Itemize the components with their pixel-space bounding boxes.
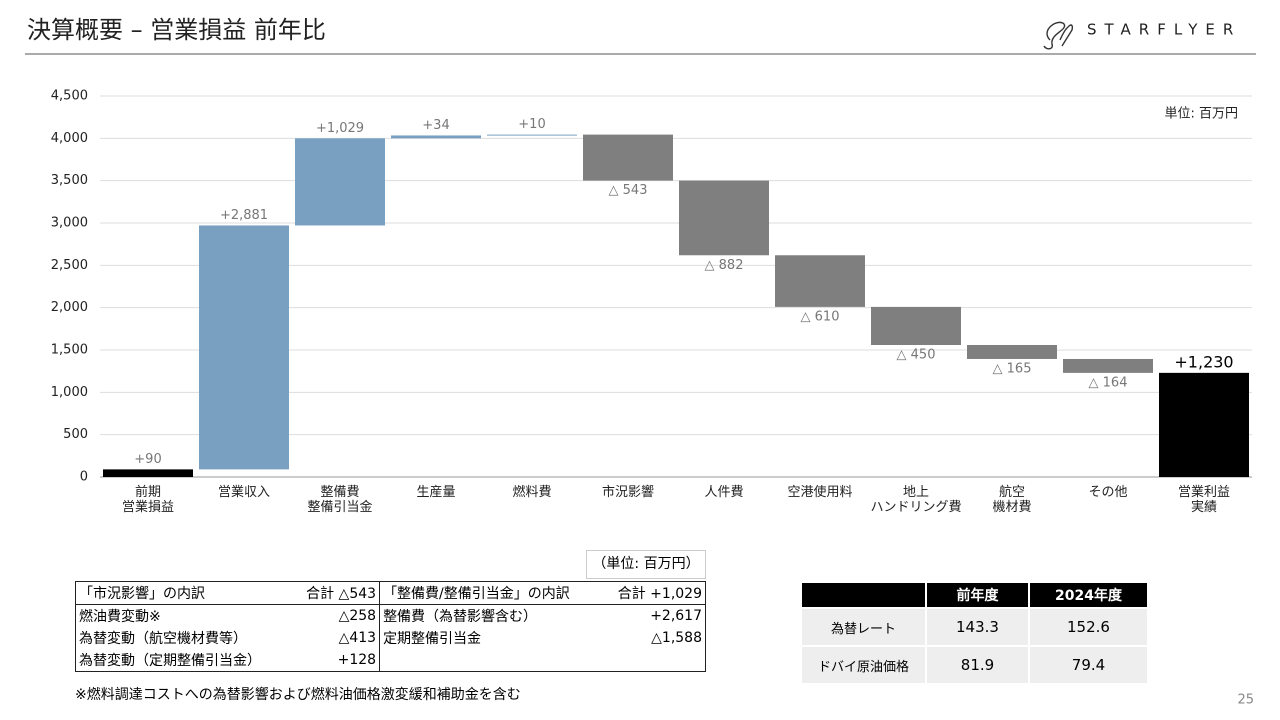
table-cell: 「整備費/整備引当金」の内訳 (379, 581, 602, 605)
x-tick-label: その他 (1088, 485, 1128, 500)
y-tick-label: 3,500 (51, 173, 88, 188)
bar (1159, 372, 1249, 477)
y-tick-label: 4,500 (51, 89, 88, 104)
table-cell (802, 583, 925, 607)
table-row: 燃油費変動※ △258 整備費（為替影響含む） +2,617 (76, 604, 706, 627)
value-label: +90 (134, 452, 161, 467)
unit-label: 単位: 百万円 (1164, 106, 1238, 122)
table-cell: +128 (291, 649, 381, 672)
y-tick-label: 2,000 (51, 300, 88, 315)
table-cell: △413 (291, 627, 381, 649)
table-row-label: ドバイ原油価格 (802, 647, 925, 683)
y-tick-label: 1,000 (51, 385, 88, 400)
bar (391, 135, 481, 139)
bar (967, 345, 1057, 359)
bar (103, 469, 193, 477)
value-label: +1,230 (1174, 352, 1233, 371)
value-label: △ 164 (1089, 375, 1128, 390)
x-tick-label: 営業収入 (217, 485, 270, 500)
value-label: △ 165 (993, 361, 1032, 376)
table-cell: 整備費（為替影響含む） (383, 609, 538, 625)
bar (295, 138, 385, 226)
table-cell: 152.6 (1030, 609, 1147, 645)
table-cell: 為替変動（定期整備引当金） (79, 653, 261, 669)
table-row: 「市況影響」の内訳 合計 △543 「整備費/整備引当金」の内訳 合計 +1,029 (75, 581, 706, 605)
breakdown-table: 「市況影響」の内訳 合計 △543 「整備費/整備引当金」の内訳 合計 +1,029 燃… (75, 581, 706, 672)
bar (583, 134, 673, 181)
x-tick-label: 空港使用料 (787, 485, 853, 500)
table-header-cell: 2024年度 (1030, 583, 1147, 607)
value-label: △ 882 (705, 258, 744, 273)
value-label: △ 450 (897, 348, 936, 363)
table-cell: +2,617 (650, 608, 702, 624)
slide-title: 決算概要 – 営業損益 前年比 (27, 16, 326, 44)
table-row: ドバイ原油価格 81.9 79.4 (802, 647, 1147, 683)
table-unit: （単位: 百万円） (586, 550, 706, 579)
table-cell: 燃油費変動※ (79, 609, 161, 625)
value-label: +2,881 (220, 208, 268, 223)
value-label: △ 610 (801, 309, 840, 324)
table-cell: 合計 △543 (291, 581, 381, 605)
table-cell: 「市況影響」の内訳 (75, 581, 292, 605)
y-tick-label: 4,000 (51, 131, 88, 146)
table-cell (380, 649, 602, 672)
table-cell: 81.9 (927, 647, 1028, 683)
x-tick-label: 前期 営業損益 (121, 485, 174, 515)
x-tick-label: 生産量 (416, 485, 456, 500)
y-tick-label: 3,000 (51, 216, 88, 231)
bar (871, 306, 961, 346)
table-header-cell: 前年度 (927, 583, 1028, 607)
table-row: 為替変動（航空機材費等） △413 定期整備引当金 △1,588 (76, 627, 706, 649)
bar (1063, 358, 1153, 373)
value-label: +1,029 (316, 121, 364, 136)
table-cell: 合計 +1,029 (601, 581, 706, 605)
table-cell: 為替変動（航空機材費等） (79, 631, 247, 647)
table-cell: △258 (291, 604, 381, 627)
table-cell: △1,588 (651, 630, 702, 646)
value-label: △ 543 (609, 183, 648, 198)
bar (487, 134, 577, 136)
table-header-row: 前年度 2024年度 (802, 583, 1147, 607)
x-tick-label: 市況影響 (601, 485, 654, 500)
y-tick-label: 1,500 (51, 343, 88, 358)
rate-table: 前年度 2024年度 為替レート 143.3 152.6 ドバイ原油価格 81.9 79.4 (800, 581, 1149, 685)
x-tick-label: 人件費 (704, 485, 744, 500)
y-tick-label: 500 (63, 427, 88, 442)
table-row-label: 為替レート (802, 609, 925, 645)
logo-mark (1043, 21, 1074, 50)
y-tick-label: 2,500 (51, 258, 88, 273)
table-cell: 143.3 (927, 609, 1028, 645)
value-label: +10 (518, 117, 545, 132)
value-label: +34 (422, 118, 449, 133)
table-row: 為替変動（定期整備引当金） +128 (76, 649, 706, 672)
x-tick-label: 燃料費 (512, 485, 552, 500)
bar (679, 180, 769, 256)
x-tick-label: 整備費 整備引当金 (307, 485, 373, 515)
y-tick-label: 0 (80, 470, 88, 485)
x-tick-label: 営業利益 実績 (1177, 485, 1230, 515)
table-cell (601, 649, 705, 672)
x-tick-label: 地上 ハンドリング費 (870, 485, 962, 515)
x-tick-label: 航空 機材費 (992, 485, 1032, 515)
table-cell: 定期整備引当金 (383, 631, 482, 647)
page-number: 25 (1237, 693, 1254, 708)
footnote: ※燃料調達コストへの為替影響および燃料油価格激変緩和補助金を含む (75, 687, 521, 703)
logo-text: STARFLYER (1087, 21, 1241, 39)
table-cell: 79.4 (1030, 647, 1147, 683)
bar (199, 225, 289, 470)
bar (775, 255, 865, 307)
table-row: 為替レート 143.3 152.6 (802, 609, 1147, 645)
